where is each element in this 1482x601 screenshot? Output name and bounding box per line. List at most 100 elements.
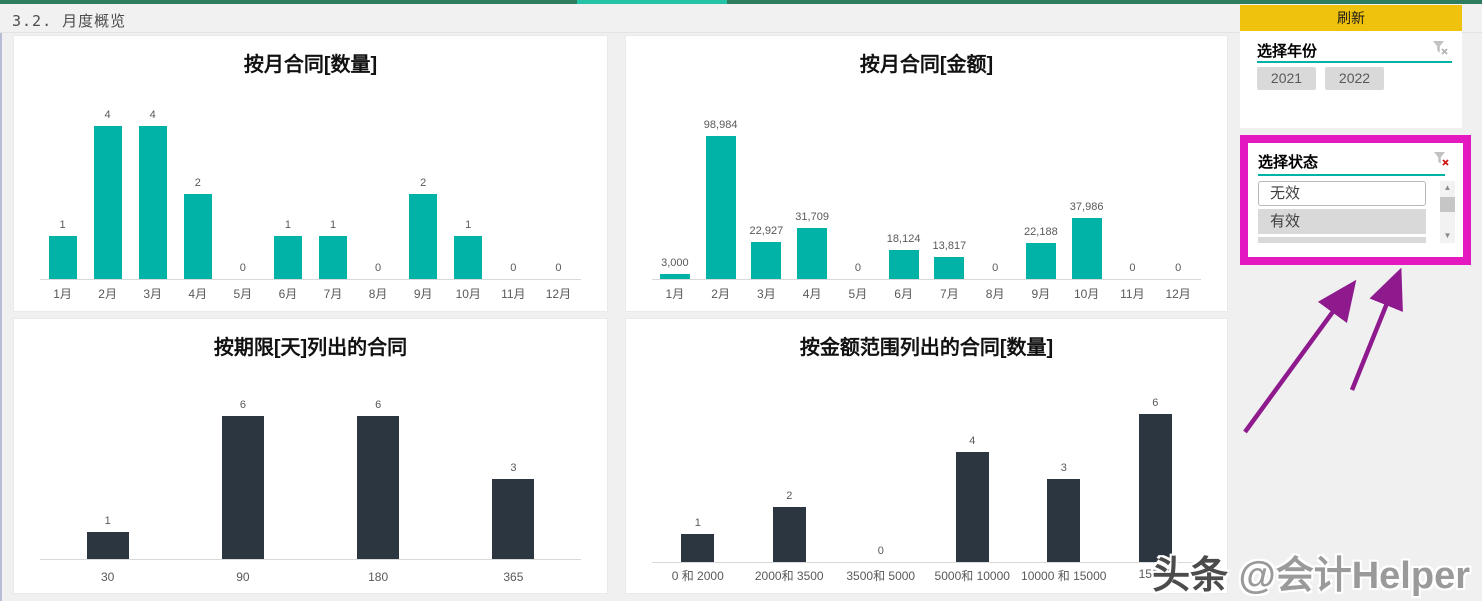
chart-category-axis: 1月 2月 3月 4月 5月 6月 7月 8月 9月 10月 11月 12月 (40, 285, 581, 302)
bar-value-label: 6 (239, 399, 246, 411)
bar-value-label: 3 (510, 462, 517, 474)
chart-title: 按月合同[数量] (243, 54, 378, 76)
bar-column: 37,986 (1064, 119, 1110, 279)
bar (357, 416, 400, 559)
category-label: 3月 (757, 287, 776, 301)
bar (454, 236, 483, 279)
category-label: 12月 (545, 287, 572, 301)
slicer-underline (1257, 61, 1452, 63)
category-label: 4月 (188, 287, 208, 301)
bar-value-label: 22,927 (749, 225, 784, 237)
category-label: 11月 (501, 287, 526, 301)
bar (492, 479, 535, 559)
bar (273, 236, 302, 279)
bar-value-label: 22,188 (1024, 226, 1058, 238)
bar-column: 3,000 (652, 119, 698, 279)
bar-value-label: 37,986 (1069, 201, 1104, 213)
category-label: 5月 (233, 287, 253, 301)
status-option-valid[interactable]: 有效 (1258, 209, 1426, 234)
bar (888, 250, 919, 279)
bar-value-label: 2 (786, 490, 793, 502)
bar (93, 126, 122, 279)
status-list-scrollbar[interactable]: ▲ ▼ (1440, 181, 1455, 243)
scrollbar-thumb[interactable] (1440, 197, 1455, 212)
category-label: 5000和 10000 (934, 569, 1010, 583)
bar (705, 136, 736, 279)
chart-title: 按期限[天]列出的合同 (213, 337, 408, 359)
category-label: 90 (236, 570, 250, 584)
year-option-2022[interactable]: 2022 (1325, 67, 1384, 90)
bar-value-label: 0 (992, 262, 999, 274)
bar (409, 194, 438, 279)
bar-column: 3 (446, 399, 581, 559)
category-label: 0 和 2000 (671, 569, 724, 583)
bar-column: 0 (1155, 119, 1201, 279)
watermark: 头条 @会计Helper (1152, 544, 1470, 599)
bar-column: 6 (311, 399, 446, 559)
bar (48, 236, 77, 279)
bar-column: 0 (1110, 119, 1156, 279)
clear-filter-icon[interactable] (1431, 149, 1451, 169)
bar-value-label: 6 (1152, 397, 1159, 409)
category-label: 1月 (665, 287, 685, 301)
category-label: 6月 (278, 287, 298, 301)
bar (681, 534, 715, 562)
bar-value-label: 0 (877, 545, 884, 557)
bar-value-label: 1 (694, 517, 701, 529)
bar-value-label: 0 (239, 262, 246, 274)
chart-category-axis: 1月 2月 3月 4月 5月 6月 7月 8月 9月 10月 11月 12月 (652, 285, 1201, 302)
bar-column: 3 (1018, 397, 1110, 562)
chart-plot-area: 3,000 98,984 22,927 31,709 0 18,124 13,817 0 22,… (652, 119, 1201, 280)
bar-column: 4 (130, 109, 175, 279)
bar (772, 507, 806, 562)
status-option-partial[interactable] (1258, 237, 1426, 243)
refresh-button[interactable]: 刷新 (1240, 5, 1462, 31)
category-label: 7月 (323, 287, 343, 301)
category-label: 180 (368, 570, 389, 584)
bar (221, 416, 264, 559)
bar (1047, 479, 1081, 562)
bar-column: 6 (1110, 397, 1202, 562)
category-label: 9月 (413, 287, 433, 301)
watermark-brand: 头条 (1152, 555, 1229, 597)
bar (1071, 218, 1102, 279)
bar-column: 98,984 (698, 119, 744, 279)
year-slicer-title: 选择年份 (1257, 43, 1318, 60)
bar (659, 274, 690, 279)
bar-column: 22,188 (1018, 119, 1064, 279)
category-label: 12月 (1165, 287, 1191, 301)
bar-column: 6 (175, 399, 310, 559)
category-label: 15000 (1138, 567, 1172, 581)
status-slicer-title: 选择状态 (1258, 154, 1319, 171)
bar-value-label: 1 (284, 219, 291, 231)
bar-column: 0 (972, 119, 1018, 279)
status-option-invalid[interactable]: 无效 (1258, 181, 1426, 206)
scroll-up-icon[interactable]: ▲ (1440, 181, 1455, 195)
bar-value-label: 1 (59, 219, 66, 231)
category-label: 2月 (711, 287, 730, 301)
bar-column: 2 (175, 109, 220, 279)
bar-column: 1 (40, 399, 175, 559)
bar-column: 22,927 (744, 119, 790, 279)
chart-title: 按月合同[金额] (859, 54, 994, 76)
category-label: 3500和 5000 (846, 569, 916, 583)
bar-column: 0 (536, 109, 581, 279)
clear-filter-icon[interactable] (1430, 38, 1450, 58)
bar-value-label: 18,124 (886, 233, 921, 245)
section-header: 3.2. 月度概览 (0, 4, 1482, 33)
chart-plot-area: 1 2 0 4 3 6 (652, 397, 1201, 563)
scroll-down-icon[interactable]: ▼ (1440, 229, 1455, 243)
bar (955, 452, 989, 562)
year-option-2021[interactable]: 2021 (1257, 67, 1316, 90)
category-label: 1月 (53, 287, 72, 301)
category-label: 9月 (1031, 287, 1051, 301)
category-label: 30 (100, 570, 115, 584)
bar (319, 236, 347, 279)
bar-column: 0 (491, 109, 536, 279)
chart-category-axis: 0 和 2000 2000和 3500 3500和 5000 5000和 10000 1… (652, 567, 1201, 584)
category-label: 7月 (940, 287, 959, 301)
section-title: 3.2. 月度概览 (12, 12, 127, 30)
bar-value-label: 6 (375, 399, 382, 411)
